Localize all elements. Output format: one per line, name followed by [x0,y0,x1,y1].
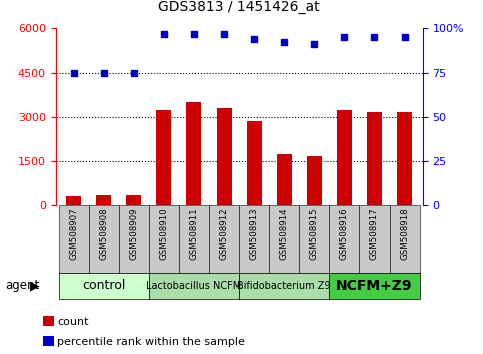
Text: control: control [82,279,126,292]
Bar [216,108,231,205]
Point [220,31,228,36]
Text: Bifidobacterium Z9: Bifidobacterium Z9 [238,281,331,291]
Text: GDS3813 / 1451426_at: GDS3813 / 1451426_at [158,0,320,14]
Bar [247,121,262,205]
Text: GSM508914: GSM508914 [280,207,289,260]
Bar [149,205,179,273]
Bar [66,196,81,205]
Text: NCFM+Z9: NCFM+Z9 [336,279,413,293]
Bar [329,205,359,273]
Bar [239,205,269,273]
Point [100,70,108,75]
Bar [156,110,171,205]
Text: GSM508912: GSM508912 [220,207,228,260]
Text: ▶: ▶ [30,279,40,292]
Point [311,41,318,47]
Text: GSM508911: GSM508911 [189,207,199,260]
Bar [58,273,149,299]
Text: GSM508917: GSM508917 [370,207,379,260]
Text: percentile rank within the sample: percentile rank within the sample [57,337,245,347]
Bar [58,205,89,273]
Point [370,34,378,40]
Bar [397,112,412,205]
Text: Lactobacillus NCFM: Lactobacillus NCFM [146,281,242,291]
Point [160,31,168,36]
Bar [239,273,329,299]
Bar [96,195,111,205]
Text: GSM508909: GSM508909 [129,207,138,260]
Text: GSM508907: GSM508907 [69,207,78,260]
Point [250,36,258,42]
Text: GSM508908: GSM508908 [99,207,108,260]
Point [190,31,198,36]
Bar [337,110,352,205]
Bar [149,273,239,299]
Text: count: count [57,317,88,327]
Bar [126,195,142,205]
Bar [119,205,149,273]
Point [130,70,138,75]
Bar [299,205,329,273]
Bar [179,205,209,273]
Bar [329,273,420,299]
Point [341,34,348,40]
Bar [269,205,299,273]
Text: GSM508915: GSM508915 [310,207,319,260]
Point [401,34,409,40]
Bar [359,205,389,273]
Bar [389,205,420,273]
Bar [367,112,382,205]
Text: agent: agent [5,279,39,292]
Text: GSM508918: GSM508918 [400,207,409,260]
Bar [186,102,201,205]
Bar [277,154,292,205]
Text: GSM508916: GSM508916 [340,207,349,260]
Text: GSM508913: GSM508913 [250,207,258,260]
Bar [209,205,239,273]
Bar [307,156,322,205]
Point [70,70,77,75]
Text: GSM508910: GSM508910 [159,207,169,260]
Point [280,40,288,45]
Bar [89,205,119,273]
